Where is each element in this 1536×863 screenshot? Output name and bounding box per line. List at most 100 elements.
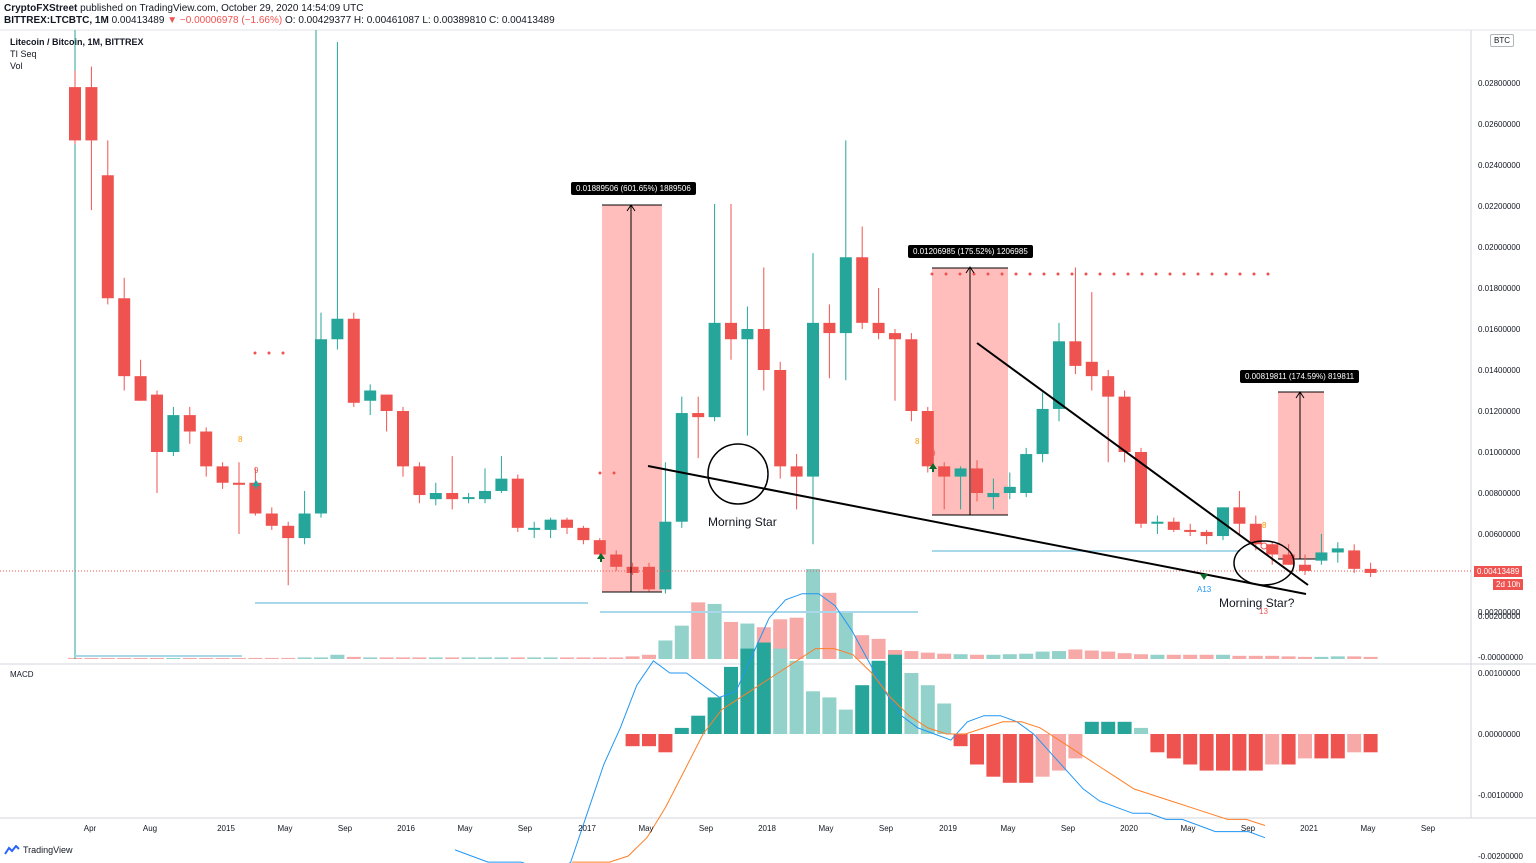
candle-body — [249, 482, 262, 514]
candle-body — [183, 415, 196, 432]
candle-body — [1331, 548, 1344, 553]
tradingview-logo[interactable]: TradingView — [4, 845, 73, 855]
current-price-tag: 0.00413489 — [1474, 566, 1523, 577]
time-axis-label: 2015 — [217, 824, 235, 833]
price-axis-label: 0.02200000 — [1478, 202, 1521, 211]
time-axis-label: Sep — [879, 824, 894, 833]
time-axis-label: May — [818, 824, 833, 833]
candle-body — [1299, 564, 1311, 571]
volume-bar — [510, 657, 525, 659]
volume-bar — [724, 621, 738, 659]
candle-body — [495, 478, 508, 491]
volume-bar — [232, 657, 246, 659]
time-axis-label: Apr — [84, 824, 97, 833]
legend-study-vol[interactable]: Vol — [10, 61, 23, 71]
resistance-dot — [1098, 272, 1102, 276]
time-axis-label: May — [1180, 824, 1195, 833]
macd-histogram-bar — [888, 654, 902, 734]
upper-trendline[interactable] — [976, 342, 1309, 586]
macd-histogram-bar — [773, 648, 788, 734]
resistance-dot — [1000, 272, 1004, 276]
volume-bar — [888, 650, 902, 659]
resistance-dot — [267, 351, 271, 355]
candle-body — [790, 466, 803, 477]
macd-histogram-bar — [1101, 721, 1116, 734]
measure-label-2: 0.01206985 (175.52%) 1206985 — [908, 245, 1033, 258]
time-axis-label: 2016 — [397, 824, 415, 833]
candle-body — [1053, 341, 1065, 409]
macd-histogram-bar — [838, 709, 853, 734]
seq-marker-orange: 8 — [1262, 521, 1267, 530]
signal-line — [572, 648, 1266, 863]
candle-body — [380, 394, 393, 411]
macd-histogram-bar — [970, 734, 984, 765]
volume-bar — [609, 657, 624, 659]
candle-body — [1233, 507, 1246, 524]
macd-histogram-bar — [1232, 734, 1247, 771]
resistance-dot — [1168, 272, 1172, 276]
macd-histogram-bar — [920, 685, 935, 734]
arrow-up-icon-stem — [600, 558, 602, 562]
chart-legend: Litecoin / Bitcoin, 1M, BITTREX TI Seq V… — [10, 36, 144, 72]
volume-bar — [1166, 654, 1181, 659]
volume-bar — [182, 657, 197, 659]
range-box-3 — [1278, 392, 1324, 559]
morning-star-circle-2[interactable] — [1233, 540, 1295, 586]
macd-histogram-bar — [1019, 734, 1034, 783]
candle-body — [1020, 454, 1033, 493]
candle-body — [151, 394, 163, 452]
candle-body — [528, 527, 541, 530]
price-axis-label: 0.02400000 — [1478, 161, 1521, 170]
candle-body — [134, 376, 147, 401]
macd-histogram-bar — [1314, 734, 1329, 759]
volume-bar — [592, 657, 607, 659]
volume-bar — [1330, 656, 1345, 659]
candle-body — [774, 370, 787, 467]
macd-label: MACD — [10, 670, 34, 679]
seq-marker-orange: 8 — [238, 435, 243, 444]
candle-body — [167, 415, 180, 452]
macd-histogram-bar — [756, 642, 771, 734]
volume-bar — [970, 654, 984, 659]
volume-bar — [1248, 655, 1263, 659]
macd-histogram-bar — [642, 734, 656, 747]
volume-bar — [1265, 655, 1280, 659]
volume-bar — [1117, 653, 1132, 659]
legend-study-ti-seq[interactable]: TI Seq — [10, 49, 37, 59]
price-axis-label: 0.02600000 — [1478, 120, 1521, 129]
candle-body — [315, 339, 327, 514]
tradingview-logo-icon — [4, 845, 20, 855]
currency-badge[interactable]: BTC — [1490, 34, 1514, 47]
resistance-dot — [1028, 272, 1032, 276]
resistance-dot — [281, 351, 285, 355]
candle-body — [954, 468, 967, 477]
candle-body — [1184, 529, 1197, 532]
candle-body — [692, 413, 705, 418]
symbol-line: BITTREX:LTCBTC, 1M — [4, 15, 109, 26]
resistance-dot — [1210, 272, 1214, 276]
resistance-dot — [986, 272, 990, 276]
lower-trendline[interactable] — [647, 465, 1307, 595]
volume-bar — [953, 654, 968, 659]
volume-bar — [527, 657, 542, 659]
volume-bar — [1281, 656, 1296, 659]
candle-body — [561, 519, 573, 528]
time-axis-label: Aug — [143, 824, 157, 833]
macd-histogram-bar — [855, 685, 870, 734]
countdown-tag: 2d 10h — [1493, 579, 1524, 590]
macd-histogram-bar — [986, 734, 1001, 777]
resistance-dot — [1266, 272, 1270, 276]
candle-body — [971, 468, 983, 493]
macd-histogram-bar — [740, 648, 755, 734]
price-axis-label: 0.01800000 — [1478, 284, 1521, 293]
macd-histogram-bar — [724, 666, 738, 734]
resistance-dot — [1070, 272, 1074, 276]
seq-13-label: 13 — [1259, 607, 1268, 616]
volume-bar — [543, 657, 558, 659]
volume-bar — [215, 657, 230, 659]
morning-star-circle-1[interactable] — [707, 443, 769, 505]
candle-body — [364, 390, 377, 401]
resistance-dot — [1084, 272, 1088, 276]
macd-axis-label: 0.00000000 — [1478, 730, 1521, 739]
